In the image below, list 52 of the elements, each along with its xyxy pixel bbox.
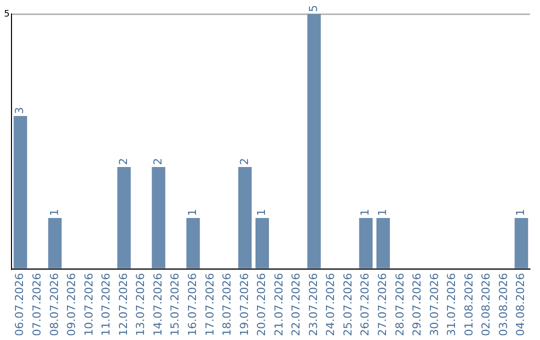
bar	[359, 218, 373, 268]
bar	[514, 218, 528, 268]
x-tick-label: 17.07.2026	[203, 273, 216, 336]
x-tick-label: 06.07.2026	[13, 273, 26, 336]
bar	[14, 116, 28, 268]
x-tick-label: 26.07.2026	[358, 273, 372, 336]
x-tick-label: 10.07.2026	[82, 273, 96, 336]
data-label: 1	[514, 209, 528, 216]
x-tick-label: 24.07.2026	[324, 273, 338, 336]
data-label: 1	[358, 209, 372, 216]
x-tick-label: 18.07.2026	[220, 273, 234, 336]
x-tick-label: 28.07.2026	[393, 273, 406, 336]
data-label: 2	[151, 158, 164, 166]
bar	[307, 14, 321, 268]
data-label: 3	[13, 107, 26, 114]
data-label: 1	[186, 209, 199, 216]
x-tick-label: 09.07.2026	[65, 273, 78, 336]
x-tick-label: 21.07.2026	[272, 273, 286, 336]
data-label: 1	[48, 209, 61, 216]
x-tick-label: 11.07.2026	[100, 273, 113, 336]
x-tick-label: 30.07.2026	[428, 273, 441, 336]
x-tick-label: 14.07.2026	[151, 273, 164, 336]
x-tick-label: 29.07.2026	[410, 273, 424, 336]
bar	[238, 167, 252, 268]
x-tick-label: 16.07.2026	[186, 273, 199, 336]
data-label: 5	[306, 5, 320, 12]
x-tick-label: 27.07.2026	[376, 273, 390, 336]
bar	[117, 167, 131, 268]
data-label: 2	[238, 158, 251, 166]
data-label: 1	[255, 209, 268, 216]
x-tick-label: 15.07.2026	[168, 273, 182, 336]
bar	[48, 218, 62, 268]
bar	[186, 218, 200, 268]
x-tick-label: 08.07.2026	[48, 273, 61, 336]
x-tick-label: 31.07.2026	[445, 273, 458, 336]
x-tick-label: 12.07.2026	[116, 273, 130, 336]
x-tick-label: 01.08.2026	[462, 273, 476, 336]
bar	[255, 218, 269, 268]
x-tick-label: 04.08.2026	[514, 273, 528, 336]
x-tick-label: 13.07.2026	[134, 273, 148, 336]
bar	[376, 218, 390, 268]
data-label: 2	[116, 158, 130, 166]
x-tick-label: 02.08.2026	[480, 273, 493, 336]
x-tick-label: 22.07.2026	[290, 273, 303, 336]
x-tick-label: 20.07.2026	[255, 273, 268, 336]
bar	[152, 167, 166, 268]
x-tick-label: 19.07.2026	[238, 273, 251, 336]
data-label: 1	[376, 209, 390, 216]
x-tick-label: 07.07.2026	[30, 273, 44, 336]
x-tick-label: 25.07.2026	[341, 273, 354, 336]
x-tick-label: 23.07.2026	[306, 273, 320, 336]
x-tick-label: 03.08.2026	[496, 273, 510, 336]
